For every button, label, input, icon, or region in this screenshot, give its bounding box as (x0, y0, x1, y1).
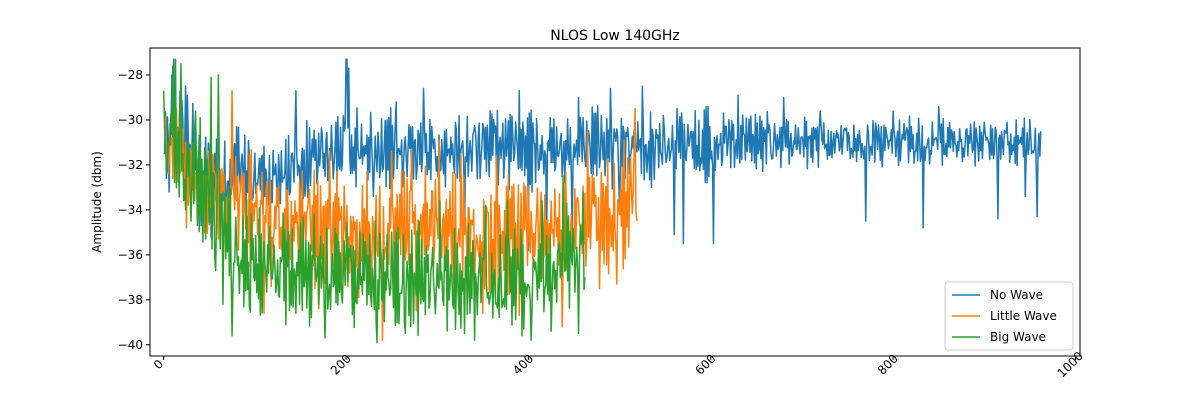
y-tick-label: −38 (118, 293, 143, 307)
y-tick-label: −34 (118, 203, 143, 217)
legend-label: Little Wave (990, 309, 1057, 323)
y-axis-label: Amplitude (dbm) (90, 151, 104, 253)
y-tick-label: −36 (118, 248, 143, 262)
plot-area (149, 47, 1081, 357)
chart-title: NLOS Low 140GHz (550, 28, 680, 44)
y-tick-label: −28 (118, 68, 143, 82)
series-line-little-wave (163, 89, 638, 342)
legend-label: No Wave (990, 288, 1043, 302)
legend-box (944, 281, 1074, 351)
legend-label: Big Wave (990, 330, 1046, 344)
series-line-big-wave (162, 58, 586, 344)
y-axis: −40 −38 −36 −34 −32 −30 −28 (118, 68, 150, 352)
y-tick-label: −40 (118, 338, 143, 352)
plot-frame (149, 47, 1081, 357)
y-tick-label: −30 (118, 113, 143, 127)
series-layer (162, 58, 1042, 344)
y-tick-label: −32 (118, 158, 143, 172)
series-line-no-wave (163, 58, 1042, 252)
legend: No Wave Little Wave Big Wave (944, 281, 1074, 351)
